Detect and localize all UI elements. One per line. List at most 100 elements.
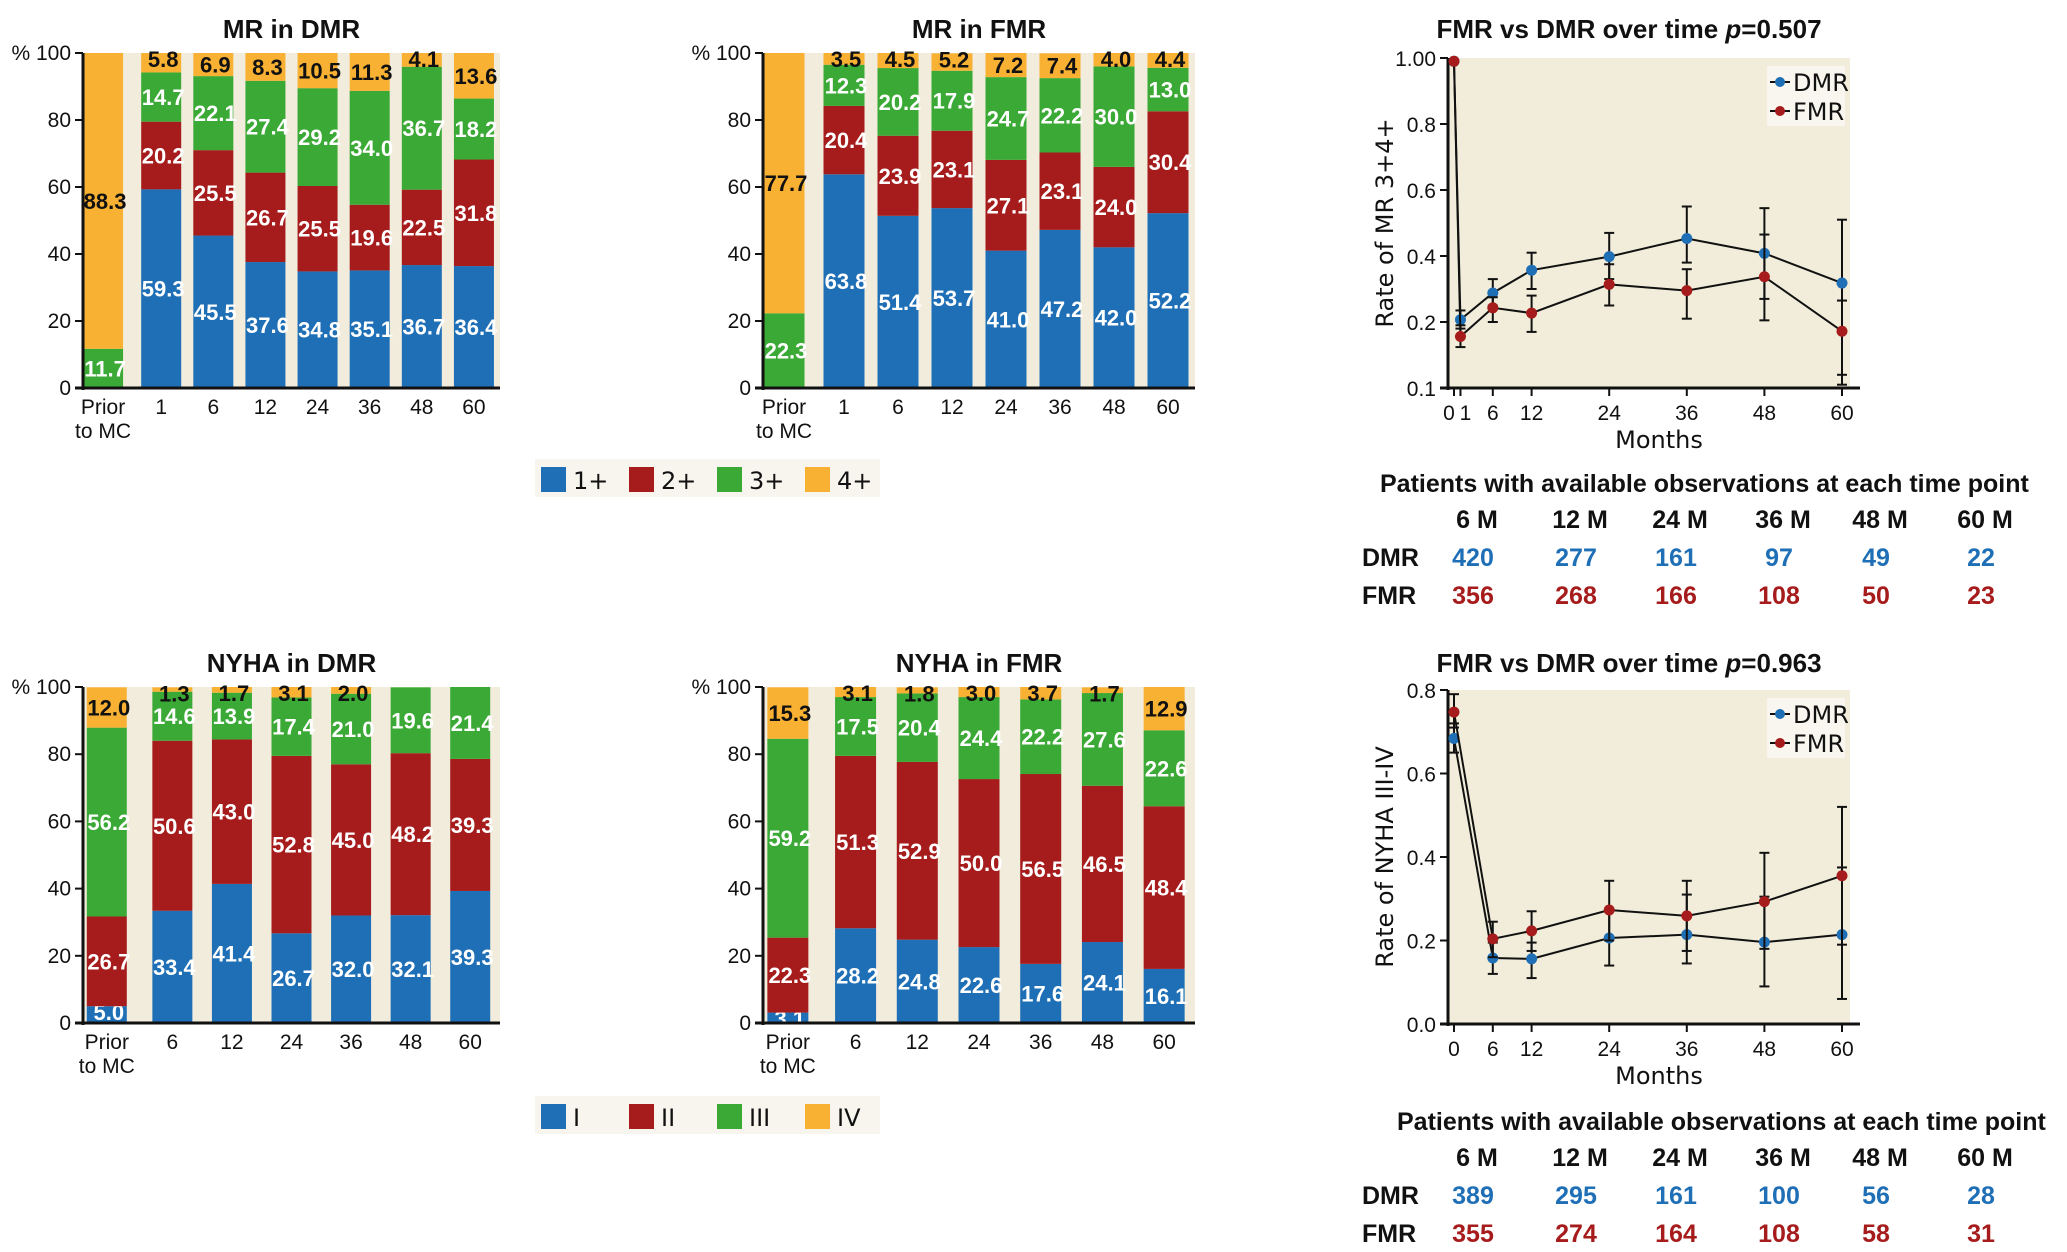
data-label: 17.9: [933, 89, 976, 114]
bar-segment-iii: [450, 687, 491, 759]
data-label: 5.8: [148, 47, 179, 72]
legend-swatch-i: [541, 1104, 566, 1129]
table-cell: 108: [1758, 582, 1800, 610]
x-tick-label: 24: [994, 396, 1018, 419]
data-label: 28.2: [836, 964, 879, 989]
data-point: [1836, 325, 1848, 337]
table-cell: 97: [1765, 544, 1793, 572]
x-tick-label: 24: [1598, 402, 1622, 425]
y-tick-label: 80: [48, 109, 71, 132]
bar-segment-1+: [349, 270, 390, 388]
bar-segment-2+: [193, 150, 234, 236]
x-tick-label: 12: [220, 1031, 243, 1054]
y-tick-label: 20: [48, 310, 71, 333]
bar-segment-iv: [211, 687, 252, 693]
y-tick-label: 80: [728, 743, 751, 766]
data-label: 34.8: [298, 318, 341, 343]
data-label: 39.3: [451, 945, 494, 970]
legend-swatch-1plus: [541, 467, 566, 492]
bar-segment-1+: [931, 208, 973, 388]
data-label: 14.7: [142, 85, 185, 110]
x-tick-label: 6: [850, 1031, 862, 1054]
bar-segment-4+: [931, 53, 973, 71]
x-tick-label: 60: [459, 1031, 482, 1054]
data-label: 19.6: [350, 226, 393, 251]
bar-segment-iv: [331, 687, 372, 694]
data-label: 4.4: [1155, 47, 1186, 72]
bar-segment-i: [211, 883, 252, 1023]
bar-segment-4+: [823, 53, 865, 65]
table-header: 12 M: [1552, 1144, 1608, 1172]
bar-segment-2+: [1093, 166, 1135, 248]
data-label: 30.0: [1095, 105, 1138, 130]
chart-title: FMR vs DMR over time p=0.963: [1436, 648, 1821, 678]
data-label: 41.0: [987, 307, 1030, 332]
data-label: 26.7: [272, 966, 315, 991]
data-point: [1836, 870, 1848, 882]
table-cell: 22: [1967, 544, 1995, 572]
table-cell: 31: [1967, 1220, 1995, 1248]
bar-segment-3+: [453, 98, 494, 160]
data-label: 29.2: [298, 125, 341, 150]
x-tick-label: 1: [1460, 402, 1472, 425]
data-label: 1.7: [219, 681, 250, 706]
bar-segment-2+: [823, 105, 865, 175]
data-label: 17.4: [272, 715, 316, 740]
bar-segment-iii: [1020, 699, 1062, 775]
legend-swatch-iv: [805, 1104, 830, 1129]
bar-segment-3+: [1039, 78, 1081, 153]
bar-segment-iii: [896, 693, 938, 762]
table-cell: 389: [1452, 1182, 1494, 1210]
x-tick-label: 60: [1152, 1031, 1175, 1054]
data-label: 24.4: [960, 726, 1004, 751]
data-label: 23.9: [879, 164, 922, 189]
data-label: 48.4: [1145, 876, 1189, 901]
data-label: 27.6: [1083, 727, 1126, 752]
title-text: FMR vs DMR over time: [1436, 14, 1725, 44]
data-point: [1454, 331, 1466, 343]
bar-segment-iv: [1143, 687, 1185, 731]
table-cell: 420: [1452, 544, 1494, 572]
bar-segment-1+: [1039, 229, 1081, 388]
table-header: 60 M: [1957, 506, 2013, 534]
data-label: 22.3: [768, 963, 811, 988]
bar-segment-ii: [271, 755, 312, 934]
data-label: 4.0: [1101, 47, 1132, 72]
y-tick-label: 0.6: [1407, 180, 1436, 203]
bar-segment-iii: [958, 697, 1000, 780]
data-label: 12.0: [87, 695, 130, 720]
data-label: 12.9: [1145, 697, 1188, 722]
bar-segment-1+: [401, 265, 442, 388]
chart-title: MR in FMR: [912, 14, 1047, 44]
data-label: 23.1: [1041, 179, 1084, 204]
x-tick-label: Prior: [766, 1031, 810, 1054]
x-tick-label: 24: [306, 396, 330, 419]
bar-segment-iii: [211, 692, 252, 740]
data-label: 22.6: [960, 973, 1003, 998]
bar-segment-4+: [193, 53, 234, 77]
data-label: 22.1: [194, 101, 237, 126]
y-tick-label: 60: [48, 176, 71, 199]
bar-segment-ii: [1020, 774, 1062, 964]
y-tick-label: 0.4: [1407, 847, 1437, 870]
data-point: [1448, 732, 1460, 744]
bar-segment-4+: [1093, 53, 1135, 67]
x-tick-label: 48: [410, 396, 433, 419]
data-label: 32.0: [332, 957, 375, 982]
y-tick-label: % 100: [11, 676, 71, 699]
data-label: 27.1: [987, 193, 1030, 218]
x-tick-label: 6: [207, 396, 219, 419]
table-cell: 28: [1967, 1182, 1995, 1210]
bar-segment-2+: [1147, 111, 1189, 214]
data-point: [1836, 277, 1848, 289]
data-label: 33.4: [153, 955, 197, 980]
legend-swatch-3plus: [717, 467, 742, 492]
data-label: 4.1: [409, 47, 440, 72]
data-label: 22.3: [765, 339, 808, 364]
data-label: 45.0: [332, 828, 375, 853]
legend-label: 4+: [837, 467, 872, 495]
data-label: 1.8: [904, 681, 935, 706]
series-line: [1453, 61, 1843, 322]
bar-segment-iv: [767, 687, 809, 739]
x-tick-label: 60: [462, 396, 485, 419]
